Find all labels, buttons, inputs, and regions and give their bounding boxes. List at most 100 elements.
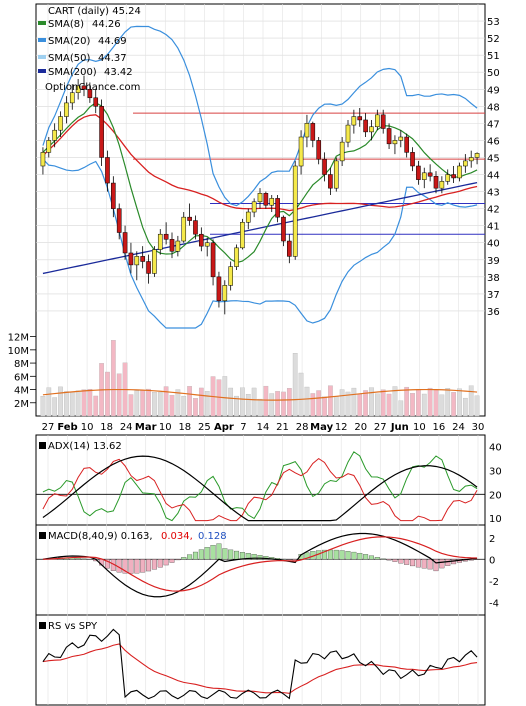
macd-histogram-bar [187,554,193,560]
macd-histogram-bar [410,559,416,567]
volume-bar [169,395,175,417]
macd-histogram-bar [304,552,310,560]
volume-bar [187,386,192,417]
macd-histogram-bar [151,559,157,570]
candle-body [351,116,357,126]
macd-histogram-bar [175,559,181,561]
candle-body [58,116,63,131]
macd-histogram-bar [157,559,163,568]
candle-body [433,175,439,189]
candle-body [216,276,222,301]
price-tick-label: 36 [487,307,500,318]
legend: CART (daily) 45.24 SMA(8) 44.26 SMA(20) … [38,6,141,93]
volume-bar [116,373,122,417]
volume-bar [339,389,345,417]
candle-body [304,123,310,138]
candle-body [257,193,263,203]
volume-bar [157,392,163,417]
macd-histogram-bar [374,556,380,560]
macd-histogram-bar [222,548,228,560]
candle-body [222,285,228,301]
volume-bar [322,396,327,417]
macd-histogram-bar [363,554,369,560]
volume-bar [152,392,157,417]
candle-body [169,239,175,252]
candle-body [298,136,304,167]
macd-histogram-bar [357,552,363,560]
x-tick-label: 24 [120,422,133,433]
volume-bar [380,389,386,417]
candle-body [287,240,292,257]
volume-bar [234,395,239,417]
adx-tick-label: 30 [489,466,502,477]
macd-hist-label: 0.128 [198,531,227,542]
macd-histogram-bar [433,559,439,572]
x-tick-label: 10 [159,422,172,433]
x-tick-label: 27 [42,422,55,433]
volume-bar [421,393,427,417]
volume-bar [75,390,81,417]
macd-histogram-bar [128,559,134,574]
legend-swatch-sma200 [38,69,46,73]
x-tick-label: 30 [472,422,485,433]
candle-body [46,140,52,153]
x-tick-label: 28 [296,422,309,433]
macd-histogram-bar [163,559,169,566]
candle-body [87,89,93,99]
macd-signal-label: 0.034, [161,531,193,542]
price-tick-label: 41 [487,222,500,233]
volume-bar [204,391,210,417]
candle-body [228,266,233,286]
volume-bar [163,386,169,417]
rs-average-line [42,643,478,694]
macd-histogram-bar [140,559,146,573]
macd-tick-label: 0 [489,555,495,566]
x-tick-label: 24 [452,422,465,433]
candle-body [122,232,128,254]
candle-body [404,136,409,153]
macd-histogram-bar [327,549,333,560]
macd-histogram-bar [404,559,410,565]
volume-bar [357,394,363,417]
candle-body [99,106,104,158]
volume-bar [286,388,292,417]
rs-line [42,628,478,700]
volume-bar [110,340,116,417]
candle-body [204,242,210,247]
adx-tick-label: 10 [489,514,502,525]
candle-body [105,157,110,184]
volume-bar [240,387,245,417]
candle-body [292,165,298,257]
candle-body [181,216,187,242]
candle-body [316,140,321,160]
volume-bar [69,391,75,417]
volume-bar [439,394,445,417]
volume-bar [93,395,99,417]
candle-body [375,114,380,128]
macd-histogram-bar [210,545,216,560]
price-tick-label: 46 [487,136,500,147]
price-tick-label: 42 [487,205,500,216]
candle-body [163,233,169,240]
legend-sma8-value: 44.26 [92,19,121,30]
candle-body [245,211,251,223]
rs-panel-frame [35,614,486,706]
x-tick-label: 18 [178,422,191,433]
volume-bar [275,391,280,417]
candle-body [457,165,462,179]
volume-bar [228,387,234,417]
adx-tick-label: 20 [489,490,502,501]
candle-body [363,119,368,133]
legend-swatch-sma20 [38,38,46,42]
x-tick-label: 7 [240,422,246,433]
volume-bar [310,393,316,417]
candle-body [427,172,433,177]
bollinger-lower [42,158,478,329]
candle-body [251,201,257,213]
x-tick-label: Apr [214,422,234,433]
x-tick-label: 18 [100,422,113,433]
volume-bar [146,388,151,417]
price-tick-label: 43 [487,188,500,199]
volume-bar [462,397,468,417]
